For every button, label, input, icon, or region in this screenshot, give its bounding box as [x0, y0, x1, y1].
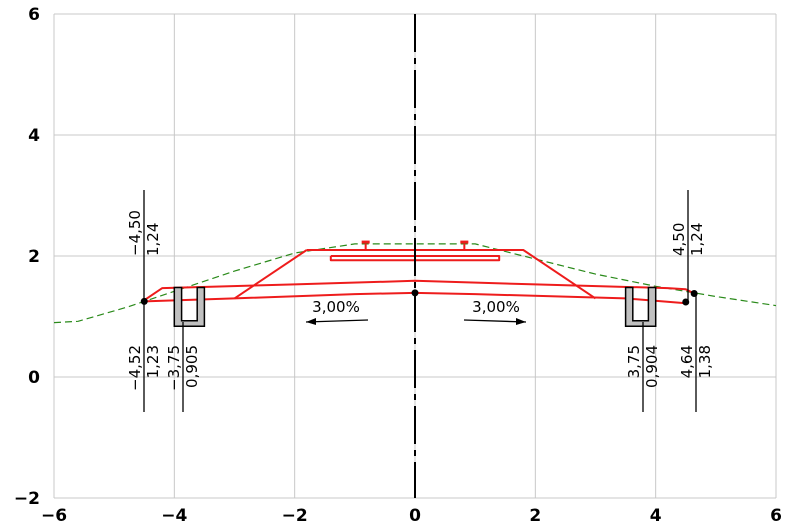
dimension-x-value: −3,75	[165, 345, 183, 391]
ditch-channel	[173, 286, 206, 327]
slope-label: 3,00%	[472, 298, 520, 316]
axis-tick-labels: −6 −4 −2 0 2 4 6 −2 0 2 4 6	[14, 5, 782, 526]
slope-label: 3,00%	[312, 298, 360, 316]
slope-arrow-head	[306, 318, 316, 325]
slope-arrow-head	[516, 318, 526, 325]
slope-arrow-shaft	[463, 319, 527, 323]
dimension-labels: −4,50 1,24−4,52 1,23 −3,75 0,905 3,75 0,9044,5…	[126, 190, 714, 412]
slope-annotations: 3,00% 3,00%	[305, 298, 527, 325]
x-tick-label: 2	[529, 506, 541, 526]
y-tick-label: 2	[28, 247, 40, 267]
dimension-y-value: 1,23	[144, 345, 162, 378]
dimension-x-value: 3,75	[625, 345, 643, 378]
y-tick-label: −2	[14, 489, 40, 509]
measure-point	[690, 290, 698, 298]
x-tick-label: −6	[41, 506, 67, 526]
dimension-y-value: 0,904	[643, 345, 661, 388]
dimension-x-value: 4,64	[678, 345, 696, 378]
dimension-x-value: −4,52	[126, 345, 144, 391]
dimension-x-value: 4,50	[670, 223, 688, 256]
y-tick-label: 4	[28, 126, 40, 146]
y-tick-label: 6	[28, 5, 40, 25]
y-tick-label: 0	[28, 368, 40, 388]
ballast-slope-left	[233, 249, 308, 300]
dimension-y-value: 1,24	[144, 223, 162, 256]
formation-upper	[143, 279, 695, 302]
ballast-top	[306, 249, 597, 300]
ditches	[173, 286, 657, 327]
dimension-y-value: 0,905	[183, 345, 201, 388]
ground-profile	[53, 243, 777, 324]
ditch-channel	[624, 286, 657, 327]
sleeper	[329, 255, 501, 262]
measure-point	[682, 298, 690, 306]
centerline	[411, 14, 419, 498]
x-tick-label: 6	[770, 506, 782, 526]
dimension-y-value: 1,38	[696, 345, 714, 378]
x-tick-label: −4	[161, 506, 187, 526]
x-tick-label: 4	[650, 506, 662, 526]
centerline-point	[411, 289, 419, 297]
ground-line	[53, 243, 777, 324]
track-structure	[143, 240, 695, 305]
slope-arrow-shaft	[305, 319, 369, 323]
x-tick-label: −2	[282, 506, 308, 526]
dimension-y-value: 1,24	[688, 223, 706, 256]
x-tick-label: 0	[409, 506, 421, 526]
dimension-x-value: −4,50	[126, 210, 144, 256]
measure-point	[140, 297, 148, 305]
